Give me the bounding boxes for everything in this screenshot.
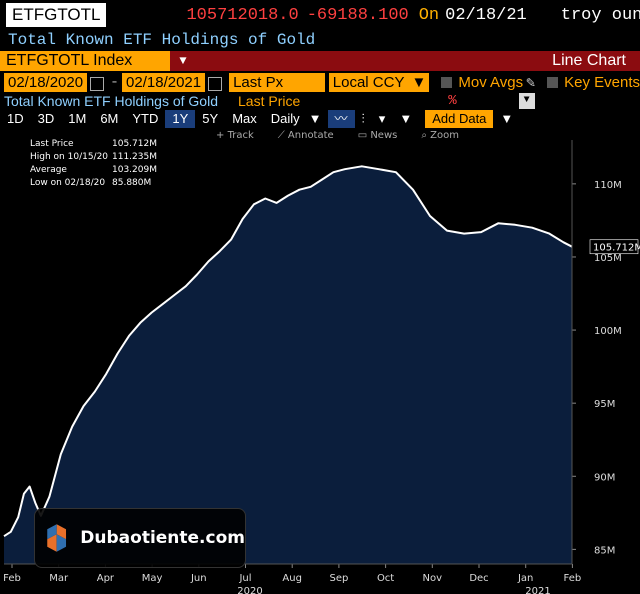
x-tick-label: Jan: [517, 573, 533, 584]
period-1m[interactable]: 1M: [68, 111, 87, 126]
price-change: -69188.100: [306, 5, 409, 25]
security-field[interactable]: ETFGTOTL Index: [0, 51, 170, 71]
area-fill: [4, 166, 572, 565]
toolbar: 1D 3D 1M 6M YTD 1Y 5Y Max Daily ▼ 〰 ⫶ ▾ …: [0, 110, 640, 128]
track-tool[interactable]: + Track: [216, 129, 254, 141]
ticker-label[interactable]: ETFGTOTL: [6, 3, 107, 27]
key-events-checkbox[interactable]: [547, 76, 559, 88]
x-tick-label: Aug: [282, 573, 302, 584]
add-data-dropdown[interactable]: ▼: [500, 111, 514, 126]
mov-avgs-checkbox[interactable]: [441, 76, 453, 88]
y-tick-label: 105M: [594, 253, 622, 264]
period-5y[interactable]: 5Y: [202, 111, 219, 126]
x-tick-label: May: [142, 573, 163, 584]
security-description: Total Known ETF Holdings of Gold: [8, 31, 316, 49]
controls-row: 02/18/2020 - 02/18/2021 Last Px Local CC…: [0, 72, 640, 92]
period-max[interactable]: Max: [232, 111, 257, 126]
calendar-icon[interactable]: [90, 77, 105, 91]
date-separator: -: [110, 73, 120, 91]
x-tick-label: Mar: [49, 573, 69, 584]
chart-type-label: Line Chart: [552, 52, 626, 69]
legend-high: High on 10/15/20 111.235M: [30, 152, 157, 162]
x-tick-label: Feb: [564, 573, 582, 584]
period-ytd[interactable]: YTD: [132, 111, 159, 126]
year-label: 2020: [237, 586, 262, 594]
candle-icon[interactable]: ⫶: [361, 111, 365, 126]
field-select[interactable]: Last Px: [229, 72, 325, 92]
price-date: 02/18/21: [445, 5, 527, 25]
logo-icon: [47, 524, 67, 552]
calendar-icon[interactable]: [208, 77, 223, 91]
period-3d[interactable]: 3D: [37, 111, 55, 126]
y-tick-label: 85M: [594, 545, 615, 556]
x-tick-label: Jun: [190, 573, 207, 584]
end-date-field[interactable]: 02/18/2021: [122, 72, 206, 92]
news-tool[interactable]: ▭ News: [357, 129, 398, 141]
line-chart-icon[interactable]: 〰: [327, 110, 355, 128]
watermark-text: Dubaotiente.com: [80, 528, 245, 548]
x-tick-label: Dec: [469, 573, 488, 584]
key-events-label[interactable]: Key Events: [564, 73, 640, 91]
y-tick-label: 110M: [594, 180, 622, 191]
series-field: Last Price: [238, 93, 301, 109]
frequency-dropdown[interactable]: ▼: [308, 111, 322, 126]
x-tick-label: Apr: [97, 573, 115, 584]
legend-average: Average 103.209M: [30, 165, 157, 175]
chart-style-dropdown[interactable]: ▾: [378, 111, 386, 126]
frequency-select[interactable]: Daily: [270, 111, 300, 126]
period-1d[interactable]: 1D: [7, 111, 24, 126]
x-tick-label: Sep: [329, 573, 348, 584]
description-row: Total Known ETF Holdings of Gold: [0, 29, 640, 51]
annotate-tool[interactable]: ⟋ Annotate: [277, 129, 334, 141]
period-1y[interactable]: 1Y: [165, 110, 196, 128]
x-tick-label: Oct: [377, 573, 394, 584]
y-tick-label: 90M: [594, 472, 615, 483]
currency-dropdown[interactable]: ▼: [408, 72, 430, 92]
zoom-tool[interactable]: ⌕ Zoom: [421, 129, 459, 141]
period-6m[interactable]: 6M: [100, 111, 119, 126]
settings-dropdown[interactable]: ▼: [399, 111, 413, 126]
series-dropdown[interactable]: ▼: [518, 93, 535, 109]
y-tick-label: 100M: [594, 326, 622, 337]
header-row: ETFGTOTL 105712018.0 -69188.100 On 02/18…: [0, 0, 640, 30]
start-date-field[interactable]: 02/18/2020: [4, 72, 88, 92]
year-label: 2021: [525, 586, 550, 594]
on-label: On: [418, 5, 440, 25]
x-tick-label: Feb: [3, 573, 21, 584]
watermark-badge: Dubaotiente.com: [34, 508, 246, 568]
subtitle-row: Total Known ETF Holdings of Gold Last Pr…: [0, 92, 640, 110]
series-title: Total Known ETF Holdings of Gold: [4, 93, 218, 109]
line-chart[interactable]: 85M 90M 95M 100M 105M 110M 105.712M Feb Mar Apr Ma…: [0, 130, 640, 594]
legend-low: Low on 02/18/20 85.880M: [30, 178, 152, 188]
last-value-label: 105.712M: [593, 243, 640, 254]
percent-toggle[interactable]: %: [448, 93, 457, 109]
currency-select[interactable]: Local CCY: [328, 72, 409, 92]
mov-avgs-label[interactable]: Mov Avgs: [458, 73, 524, 91]
y-tick-label: 95M: [594, 399, 615, 410]
x-tick-label: Nov: [423, 573, 443, 584]
series-line: [3, 165, 573, 538]
last-price: 105712018.0: [186, 5, 299, 25]
title-bar: ETFGTOTL Index ▼ Line Chart: [0, 51, 640, 71]
chart-tools: + Track ⟋ Annotate ▭ News ⌕ Zoom: [0, 128, 640, 142]
x-tick-label: Jul: [238, 573, 251, 584]
pencil-icon[interactable]: ✎: [526, 74, 536, 92]
chart-legend: Last Price 105.712M High on 10/15/20 111…: [14, 138, 176, 190]
legend-last: Last Price 105.712M: [14, 138, 176, 151]
last-value-box: [589, 239, 639, 255]
security-dropdown[interactable]: ▼: [179, 54, 187, 68]
add-data-button[interactable]: Add Data: [425, 110, 494, 128]
unit-label: troy ounce: [560, 5, 640, 25]
